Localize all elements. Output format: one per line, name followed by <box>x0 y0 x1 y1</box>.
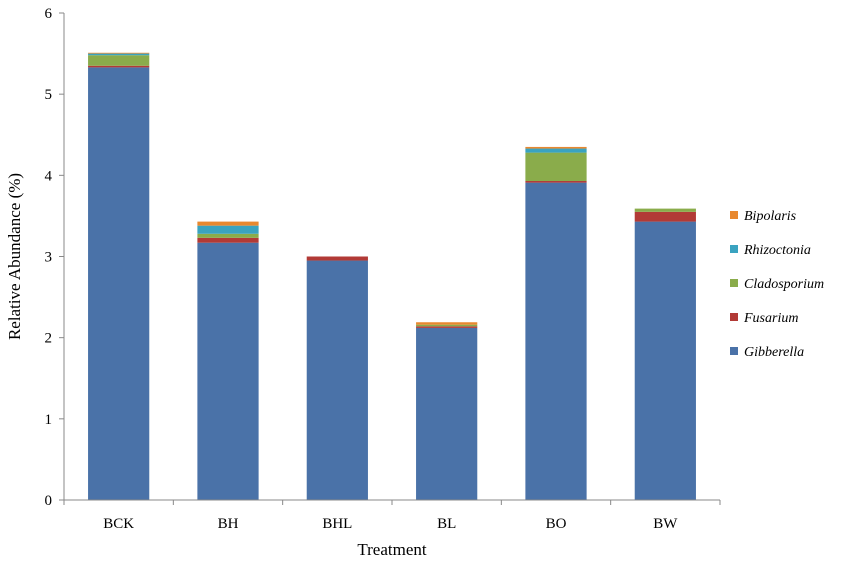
bar-segment-bipolaris-bh <box>197 221 259 226</box>
bar-segment-fusarium-bw <box>634 211 696 222</box>
bar-segment-cladosporium-bck <box>88 55 150 66</box>
bar-segment-cladosporium-bw <box>634 208 696 212</box>
bar-segment-fusarium-bhl <box>306 256 368 261</box>
x-axis-title: Treatment <box>357 540 427 559</box>
bar-segment-gibberella-bw <box>634 221 696 500</box>
bar-segment-bipolaris-bck <box>88 52 150 54</box>
legend-swatch-bipolaris <box>730 211 738 219</box>
y-tick-label: 2 <box>45 331 53 347</box>
bar-segment-gibberella-bhl <box>306 260 368 500</box>
y-tick-label: 1 <box>45 412 53 428</box>
bar-segment-rhizoctonia-bh <box>197 225 259 234</box>
bar-segment-gibberella-bo <box>525 182 587 500</box>
legend-swatch-fusarium <box>730 313 738 321</box>
bar-segment-fusarium-bo <box>525 181 587 183</box>
bar-segment-gibberella-bck <box>88 67 150 501</box>
bar-segment-rhizoctonia-bo <box>525 148 587 153</box>
legend-label-fusarium: Fusarium <box>743 311 798 326</box>
x-tick-label: BHL <box>322 516 352 532</box>
bar-segment-cladosporium-bo <box>525 152 587 182</box>
bars <box>88 52 696 501</box>
legend-label-rhizoctonia: Rhizoctonia <box>743 243 811 258</box>
x-tick-label: BW <box>653 516 678 532</box>
bar-segment-bipolaris-bl <box>416 322 478 325</box>
legend-swatch-gibberella <box>730 347 738 355</box>
x-tick-label: BH <box>218 516 239 532</box>
x-tick-label: BL <box>437 516 456 532</box>
bar-segment-cladosporium-bh <box>197 233 259 238</box>
y-tick-label: 0 <box>45 493 53 509</box>
bar-segment-fusarium-bh <box>197 237 259 243</box>
bar-segment-rhizoctonia-bck <box>88 53 150 56</box>
y-axis-title: Relative Abundance (%) <box>5 173 24 340</box>
x-axis-ticks: BCK BH BHL BL BO BW <box>63 500 721 532</box>
legend-swatch-cladosporium <box>730 279 738 287</box>
legend-label-bipolaris: Bipolaris <box>744 209 797 224</box>
y-tick-label: 3 <box>45 250 53 266</box>
bar-segment-fusarium-bck <box>88 65 150 68</box>
y-tick-label: 4 <box>45 168 53 184</box>
y-axis-ticks: 0 1 2 3 4 5 6 <box>45 6 64 509</box>
x-tick-label: BO <box>546 516 567 532</box>
legend-label-gibberella: Gibberella <box>744 345 804 360</box>
y-tick-label: 6 <box>45 6 53 22</box>
bar-segment-gibberella-bl <box>416 327 478 500</box>
x-tick-label: BCK <box>103 516 134 532</box>
bar-segment-bipolaris-bo <box>525 146 587 149</box>
bar-segment-cladosporium-bl <box>416 324 478 327</box>
bar-segment-fusarium-bl <box>416 326 478 328</box>
legend-label-cladosporium: Cladosporium <box>744 277 824 292</box>
legend: Bipolaris Rhizoctonia Cladosporium Fusarium… <box>730 209 824 360</box>
y-tick-label: 5 <box>45 87 53 103</box>
bar-segment-gibberella-bh <box>197 242 259 500</box>
legend-swatch-rhizoctonia <box>730 245 738 253</box>
